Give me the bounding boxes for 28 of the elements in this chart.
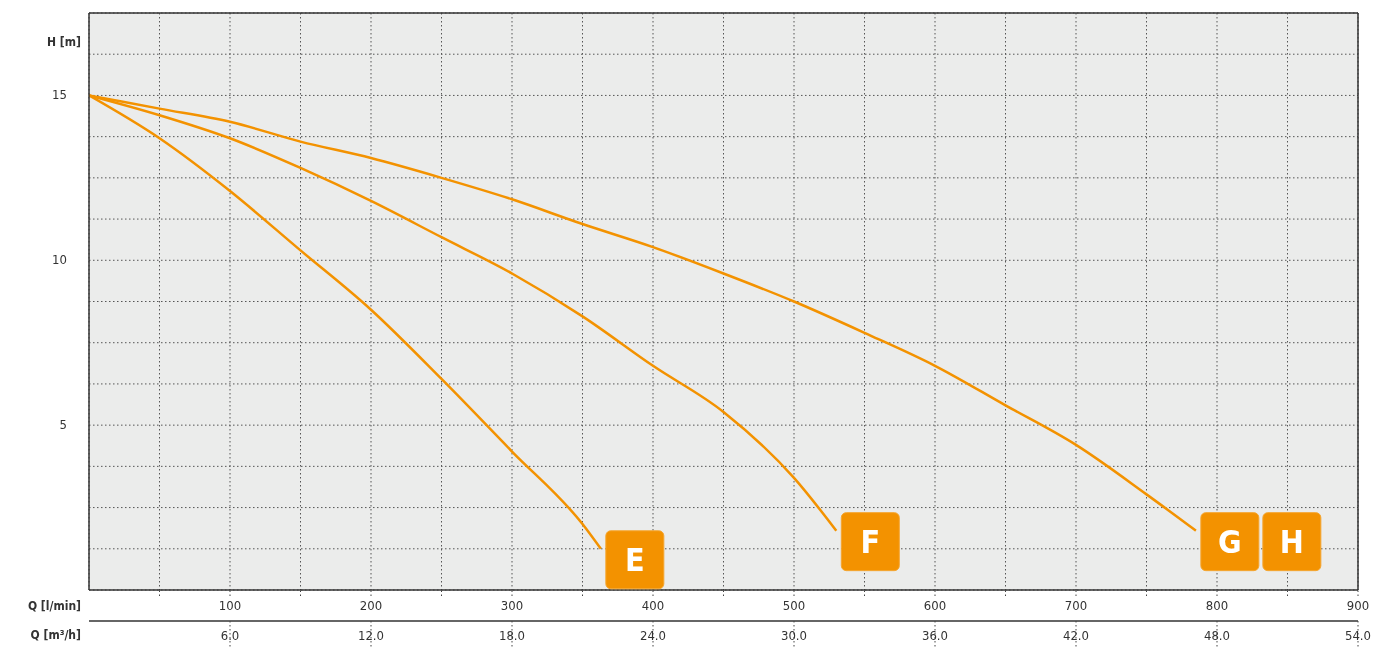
y-tick-label: 5 — [59, 417, 67, 433]
x-tick-label: 500 — [782, 598, 806, 613]
x-tick-label: 700 — [1064, 598, 1088, 613]
series-label: F — [860, 522, 881, 561]
x2-axis-title: Q [m³/h] — [30, 628, 82, 642]
x-tick-label: 900 — [1346, 598, 1370, 613]
x2-tick-label: 12.0 — [357, 628, 385, 643]
y-axis-title: H [m] — [47, 35, 82, 49]
x2-tick-label: 24.0 — [639, 628, 667, 643]
annotation: H — [1279, 522, 1304, 561]
series-label: E — [624, 540, 645, 579]
y-tick-label: 10 — [52, 252, 67, 268]
x-tick-label: 400 — [641, 598, 665, 613]
x2-tick-label: 36.0 — [921, 628, 949, 643]
legend-label: G — [1218, 522, 1242, 561]
x-tick-label: 600 — [923, 598, 947, 613]
x2-tick-label: 18.0 — [498, 628, 526, 643]
x2-tick-label: 54.0 — [1344, 628, 1372, 643]
x-axis-title: Q [l/min] — [27, 599, 82, 613]
x2-tick-label: 42.0 — [1062, 628, 1090, 643]
x-tick-label: 800 — [1205, 598, 1229, 613]
x2-tick-label: 6.0 — [220, 628, 240, 643]
x2-tick-label: 48.0 — [1203, 628, 1231, 643]
x2-tick-label: 30.0 — [780, 628, 808, 643]
x-tick-label: 300 — [500, 598, 524, 613]
x-tick-label: 100 — [218, 598, 242, 613]
x-tick-label: 200 — [359, 598, 383, 613]
y-tick-label: 15 — [52, 87, 67, 103]
